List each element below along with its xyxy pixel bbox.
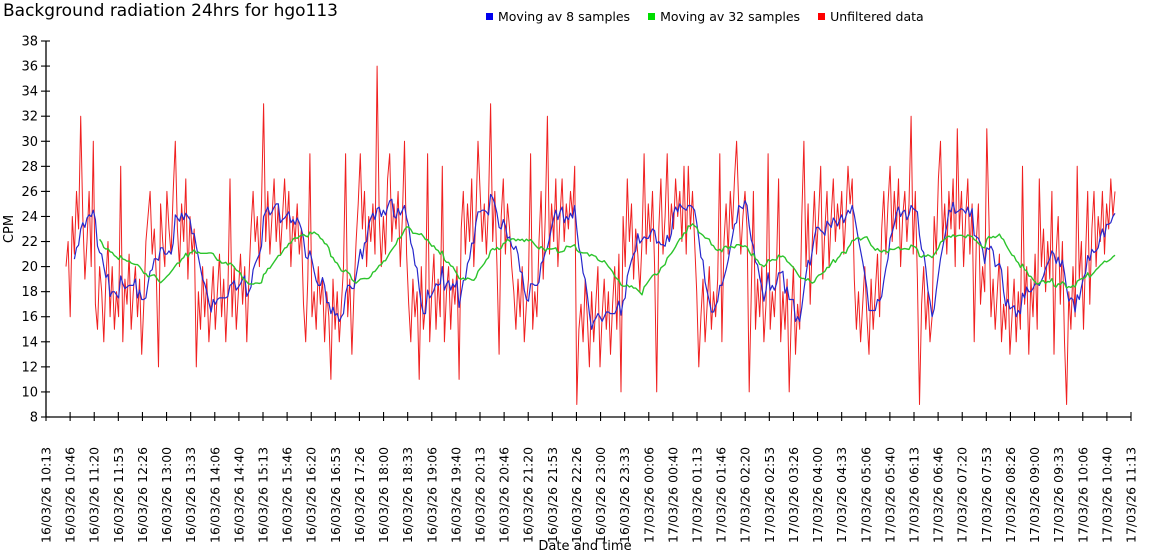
y-axis-tick-label: 10 (21, 385, 38, 400)
x-axis-tick-label: 17/03/26 05:40 (882, 447, 897, 543)
x-axis-tick-label: 16/03/26 13:00 (159, 447, 174, 543)
x-axis-tick-label: 16/03/26 13:33 (183, 447, 198, 543)
x-axis-tick-label: 17/03/26 02:20 (738, 447, 753, 543)
y-axis-tick-label: 20 (21, 260, 38, 275)
x-axis-tick-label: 17/03/26 01:13 (690, 447, 705, 543)
legend-swatch-ma32-icon (648, 13, 656, 20)
legend-item-ma8: Moving av 8 samples (486, 9, 630, 24)
x-axis-tick-label: 17/03/26 11:13 (1124, 447, 1139, 543)
x-axis-tick-label: 16/03/26 10:46 (63, 447, 78, 543)
y-axis-tick-label: 28 (21, 160, 38, 175)
x-axis-tick-label: 16/03/26 17:26 (352, 447, 367, 543)
x-axis-tick-label: 16/03/26 11:20 (87, 447, 102, 543)
x-axis-tick-label: 17/03/26 02:53 (762, 447, 777, 543)
x-axis-tick-label: 17/03/26 07:20 (955, 447, 970, 543)
x-axis-tick-label: 16/03/26 14:40 (231, 447, 246, 543)
x-axis-tick-label: 17/03/26 06:46 (931, 447, 946, 543)
legend-swatch-ma8-icon (486, 13, 493, 20)
legend: Moving av 8 samples Moving av 32 samples… (486, 9, 924, 24)
x-axis-tick-label: 16/03/26 14:06 (207, 447, 222, 543)
y-axis-tick-label: 14 (21, 335, 38, 350)
x-axis-tick-label: 17/03/26 08:26 (1003, 447, 1018, 543)
x-axis-tick-label: 16/03/26 11:53 (111, 447, 126, 543)
x-axis-tick-label: 17/03/26 03:26 (786, 447, 801, 543)
x-axis-tick-label: 16/03/26 21:53 (545, 447, 560, 543)
x-axis-tick-label: 16/03/26 18:00 (376, 447, 391, 543)
legend-swatch-unfiltered-icon (818, 13, 826, 20)
y-axis-title: CPM (2, 215, 17, 243)
legend-item-ma32: Moving av 32 samples (648, 9, 800, 24)
x-axis-tick-label: 16/03/26 20:46 (497, 447, 512, 543)
x-axis-tick-label: 16/03/26 15:13 (256, 447, 271, 543)
x-axis-tick-label: 17/03/26 09:33 (1051, 447, 1066, 543)
x-axis-tick-label: 16/03/26 23:33 (617, 447, 632, 543)
chart-title: Background radiation 24hrs for hgo113 (3, 1, 338, 21)
x-axis-tick-label: 16/03/26 22:26 (569, 447, 584, 543)
x-axis-tick-label: 17/03/26 06:13 (907, 447, 922, 543)
y-axis-tick-label: 16 (21, 310, 38, 325)
y-axis-tick-label: 38 (21, 35, 38, 50)
x-axis-title: Date and time (538, 539, 631, 554)
y-axis-tick-label: 8 (30, 411, 38, 426)
y-axis-tick-label: 36 (21, 60, 38, 75)
legend-label-ma8: Moving av 8 samples (498, 9, 631, 24)
x-axis-tick-label: 17/03/26 04:00 (810, 447, 825, 543)
y-axis-tick-label: 26 (21, 185, 38, 200)
x-axis-tick-label: 16/03/26 12:26 (135, 447, 150, 543)
x-axis-tick-label: 17/03/26 07:53 (979, 447, 994, 543)
x-axis-tick-label: 17/03/26 10:06 (1075, 447, 1090, 543)
legend-item-unfiltered: Unfiltered data (818, 9, 924, 24)
y-axis-tick-label: 18 (21, 285, 38, 300)
series-ma32-line (99, 223, 1116, 296)
x-axis-tick-label: 17/03/26 10:40 (1099, 447, 1114, 543)
x-axis-tick-label: 17/03/26 01:46 (714, 447, 729, 543)
axis-line (45, 41, 1131, 418)
x-axis-tick-label: 17/03/26 00:06 (641, 447, 656, 543)
x-axis-tick-label: 16/03/26 19:06 (424, 447, 439, 543)
x-axis-tick-label: 17/03/26 04:33 (834, 447, 849, 543)
x-axis-tick-label: 16/03/26 21:20 (521, 447, 536, 543)
y-axis-tick-label: 34 (21, 85, 38, 100)
x-axis-tick-label: 16/03/26 16:20 (304, 447, 319, 543)
y-axis-tick-label: 24 (21, 210, 38, 225)
x-axis-tick-label: 16/03/26 16:53 (328, 447, 343, 543)
y-axis-tick-label: 12 (21, 360, 38, 375)
series-unfiltered-line (65, 65, 1116, 405)
legend-label-unfiltered: Unfiltered data (830, 9, 924, 24)
x-axis-tick-label: 16/03/26 18:33 (400, 447, 415, 543)
x-axis-tick-label: 17/03/26 00:40 (665, 447, 680, 543)
x-axis-tick-label: 16/03/26 23:00 (593, 447, 608, 543)
y-axis-tick-label: 30 (21, 135, 38, 150)
x-axis-tick-label: 17/03/26 05:06 (858, 447, 873, 543)
y-axis-tick-label: 22 (21, 235, 38, 250)
series-ma8-line (73, 193, 1116, 330)
x-axis-tick-label: 16/03/26 10:13 (39, 447, 54, 543)
legend-label-ma32: Moving av 32 samples (660, 9, 801, 24)
x-axis-tick-label: 16/03/26 15:46 (280, 447, 295, 543)
x-axis-tick-label: 16/03/26 19:40 (448, 447, 463, 543)
x-axis-tick-label: 17/03/26 09:00 (1027, 447, 1042, 543)
y-axis-tick-label: 32 (21, 110, 38, 125)
x-axis-tick-label: 16/03/26 20:13 (473, 447, 488, 543)
